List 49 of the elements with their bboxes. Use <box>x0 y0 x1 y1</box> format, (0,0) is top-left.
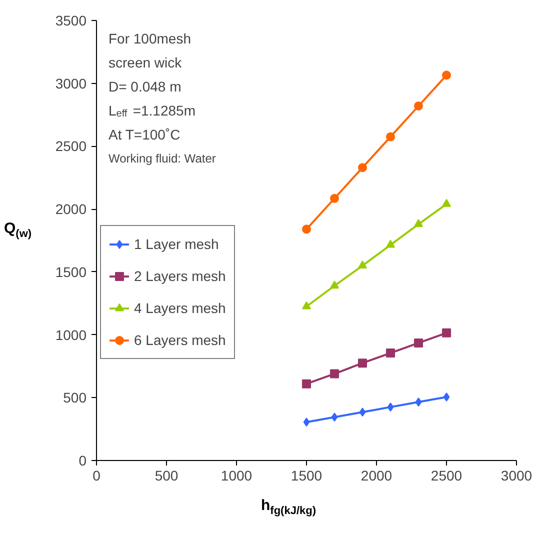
x-tick-label: 2500 <box>430 468 462 484</box>
x-tick-label: 500 <box>154 468 178 484</box>
legend-label: 6 Layers mesh <box>134 332 226 348</box>
point <box>414 219 423 227</box>
point <box>386 240 395 248</box>
point <box>330 194 339 203</box>
x-tick-label: 1000 <box>220 468 252 484</box>
point <box>358 358 367 368</box>
y-tick-label: 3500 <box>55 12 87 28</box>
point <box>443 392 450 402</box>
point <box>330 280 339 289</box>
annotation: For 100mesh screen wick <box>108 30 191 70</box>
point <box>386 348 395 358</box>
y-tick-label: 500 <box>63 390 87 406</box>
annotation: Working fluid: Water <box>108 152 216 166</box>
point <box>386 132 395 142</box>
point <box>330 369 339 378</box>
point <box>302 379 311 388</box>
legend-label: 2 Layers mesh <box>134 268 226 284</box>
point <box>442 328 451 338</box>
y-tick-label: 3000 <box>55 75 87 92</box>
y-tick-label: 0 <box>78 452 87 468</box>
x-tick-label: 3000 <box>500 468 532 484</box>
point <box>387 402 394 412</box>
point <box>442 198 451 207</box>
x-axis-title: h$_{fg(kJ/kg)}$ <box>261 496 316 519</box>
point <box>331 412 338 422</box>
point <box>415 398 422 407</box>
point <box>358 260 367 268</box>
point <box>302 301 311 310</box>
annotation: D= 0.048 m <box>108 78 182 94</box>
point <box>358 163 367 172</box>
y-tick-label: 1000 <box>55 326 87 343</box>
x-tick-label: 0 <box>92 468 101 484</box>
point <box>414 101 423 110</box>
point <box>442 70 451 80</box>
x-tick-label: 2000 <box>360 468 392 484</box>
point <box>302 224 311 234</box>
legend-label: 1 Layer mesh <box>134 236 219 252</box>
y-tick-label: 1500 <box>55 264 87 280</box>
x-tick-label: 1500 <box>290 468 322 484</box>
annotation: At T=100˚C <box>108 126 180 142</box>
point <box>414 338 423 348</box>
legend-label: 4 Layers mesh <box>134 300 226 316</box>
y-tick-label: 2000 <box>55 201 87 218</box>
point <box>359 408 366 417</box>
point <box>303 418 310 427</box>
y-tick-label: 2500 <box>55 138 87 154</box>
y-axis-title: Q$_{(w)}$ <box>4 219 32 242</box>
